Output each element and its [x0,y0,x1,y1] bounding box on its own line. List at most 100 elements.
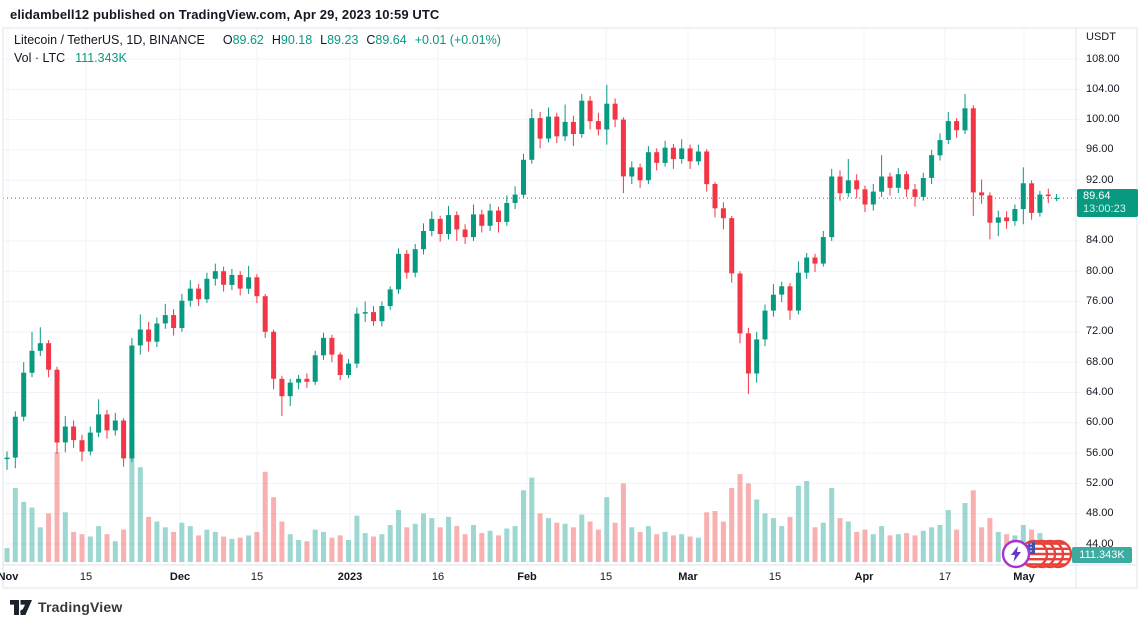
candle-up [820,237,826,264]
candle-down [1004,217,1010,222]
candle-up [762,310,768,340]
volume-bar [304,541,310,562]
price-axis-currency: USDT [1086,31,1116,43]
volume-bar [704,512,710,562]
low-label: L [320,33,328,47]
candle-down [46,343,52,370]
volume-bar [296,540,302,562]
volume-bar [537,513,543,562]
volume-bar [362,533,368,562]
volume-bar [554,522,560,562]
volume-bar [246,535,252,562]
candle-up [21,372,27,417]
volume-bar [687,536,693,562]
candle-up [962,108,968,131]
candle-up [929,155,935,178]
candle-up [396,253,401,290]
symbol-legend[interactable]: Litecoin / TetherUS, 1D, BINANCE O89.62 H9… [14,33,501,65]
footer-brand[interactable]: TradingView [10,599,122,615]
volume-bar [812,527,818,562]
volume-bar [879,526,885,562]
candle-up [521,159,526,195]
volume-bar [412,523,418,562]
price-axis-label: 84.00 [1086,234,1114,247]
time-axis-label: Dec [169,571,191,583]
price-axis-label: 48.00 [1086,507,1114,520]
volume-bar [12,488,18,562]
candle-up [12,416,18,458]
volume-bar [196,535,202,562]
candle-up [187,288,193,301]
candle-up [87,432,93,452]
volume-bar [479,533,485,562]
volume-bar [46,513,52,562]
candle-up [162,315,168,324]
candle-up [296,378,302,383]
volume-bar [137,467,143,562]
candle-up [770,294,776,311]
volume-bar [546,518,551,562]
volume-bar [620,483,626,562]
price-axis[interactable]: USDT 108.00 104.00 100.00 96.00 92.00 84.00 80… [1080,28,1140,565]
volume-bar [71,531,77,562]
volume-bar [562,523,568,562]
emoji-sticker-cluster[interactable] [998,536,1078,572]
time-axis-label: 15 [250,571,264,583]
candle-up [487,210,493,226]
volume-bar [404,527,410,562]
candle-up [96,414,102,433]
volume-row: Vol · LTC 111.343K [14,51,501,65]
candle-down [537,118,543,139]
candle-up [937,140,943,156]
volume-bar [837,518,843,562]
volume-bar [87,536,93,562]
lightning-circle-icon[interactable] [1001,539,1031,569]
candle-down [479,214,485,226]
bar-countdown: 13:00:23 [1083,203,1126,215]
volume-bar [129,429,135,562]
volume-bar [587,521,593,562]
volume-bar [429,518,435,562]
candle-up [645,152,651,181]
time-axis[interactable]: Nov 15 Dec 15 2023 16 Feb 15 Mar 15 Apr 17 May [0,566,1137,588]
candle-up [829,176,835,238]
volume-bar [670,535,676,562]
volume-bar [904,533,910,562]
candle-down [612,103,618,120]
volume-bar [945,510,951,562]
candle-down [71,426,77,441]
low-value: 89.23 [327,33,359,47]
change-value: +0.01 (+0.01%) [414,33,501,47]
candle-down [196,288,202,300]
symbol-title[interactable]: Litecoin / TetherUS, 1D, BINANCE [14,33,205,47]
candle-down [1045,194,1051,197]
volume-bar [62,512,68,562]
volume-bar [54,452,60,562]
volume-bar [995,531,1001,562]
volume-bar [254,531,260,562]
volume-bar [745,483,751,562]
candle-down [329,337,335,355]
volume-bar [654,534,660,562]
candle-up [604,103,610,130]
price-axis-label: 56.00 [1086,446,1114,459]
candle-up [920,178,926,197]
volume-bar [787,516,793,562]
volume-bar [795,485,801,562]
high-label: H [271,33,281,47]
volume-value: 111.343K [75,51,127,65]
candle-up [845,180,851,194]
candle-down [262,296,268,332]
candle-up [362,312,368,314]
volume-bar [179,522,185,562]
volume-bar [387,525,393,562]
volume-bar [504,528,510,562]
volume-study-label[interactable]: Vol · LTC [14,51,66,65]
candle-down [837,176,843,194]
candle-up [446,215,451,234]
volume-bar [29,507,35,562]
price-axis-label: 92.00 [1086,173,1114,186]
candle-up [529,118,535,160]
